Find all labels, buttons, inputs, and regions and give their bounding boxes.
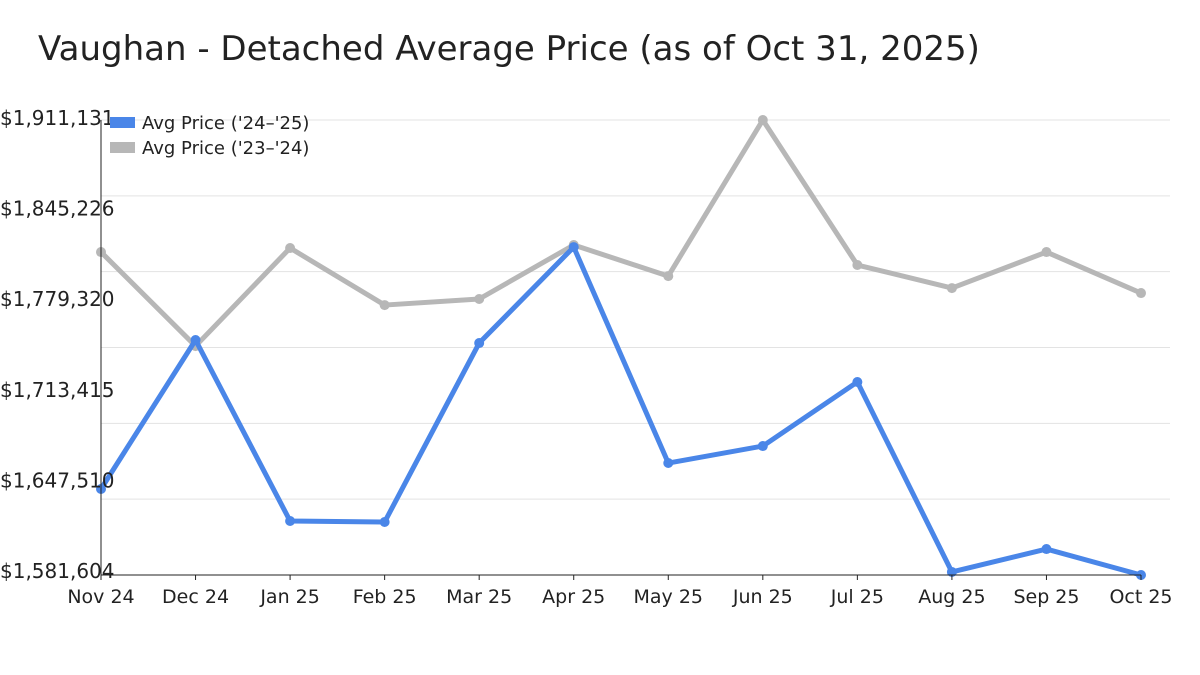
x-tick-labels: Nov 24 Dec 24 Jan 25 Feb 25 Mar 25 Apr 25 May … — [67, 575, 1173, 608]
series-0 — [96, 242, 1146, 580]
x-tick-label: Aug 25 — [918, 586, 985, 608]
data-point — [190, 334, 201, 345]
x-tick-label: May 25 — [634, 586, 704, 608]
y-tick-labels: $1,911,131 $1,845,226 $1,779,320 $1,713,415… — [0, 106, 115, 583]
data-point — [285, 516, 296, 527]
data-point — [1041, 544, 1052, 555]
gridlines — [101, 119, 1170, 500]
data-point — [474, 338, 485, 349]
series-group — [96, 115, 1146, 580]
data-point — [379, 300, 390, 311]
data-point — [285, 243, 296, 254]
x-tick-label: Mar 25 — [446, 586, 512, 608]
data-point — [663, 271, 674, 282]
y-tick-label: $1,647,510 — [0, 468, 115, 492]
data-point — [757, 441, 768, 452]
data-point — [663, 458, 674, 469]
data-point — [852, 376, 863, 387]
y-tick-label: $1,581,604 — [0, 559, 115, 583]
x-tick-label: Jan 25 — [259, 586, 320, 608]
data-point — [946, 283, 957, 294]
x-tick-label: Jun 25 — [732, 586, 793, 608]
x-tick-label: Dec 24 — [162, 586, 229, 608]
y-tick-label: $1,779,320 — [0, 287, 115, 311]
data-point — [568, 242, 579, 253]
legend-swatch — [110, 142, 135, 153]
series-line — [98, 244, 1142, 578]
series-line — [99, 117, 1142, 349]
chart-title: Vaughan - Detached Average Price (as of … — [38, 29, 980, 69]
legend-label: Avg Price ('24–'25) — [142, 113, 309, 134]
legend-swatch — [110, 117, 135, 128]
x-tick-label: Jul 25 — [830, 586, 884, 608]
data-point — [474, 293, 485, 304]
x-tick-label: Nov 24 — [67, 586, 134, 608]
x-tick-label: Sep 25 — [1013, 586, 1079, 608]
legend-label: Avg Price ('23–'24) — [142, 138, 309, 159]
legend: Avg Price ('24–'25) Avg Price ('23–'24) — [110, 113, 309, 159]
data-point — [1041, 247, 1052, 258]
y-tick-label: $1,845,226 — [0, 197, 115, 221]
x-tick-label: Apr 25 — [542, 586, 605, 608]
data-point — [1136, 288, 1146, 299]
data-point — [379, 516, 390, 527]
series-1 — [96, 115, 1146, 352]
data-point — [757, 115, 768, 125]
data-point — [852, 260, 863, 271]
data-point — [946, 566, 957, 577]
x-tick-label: Feb 25 — [353, 586, 417, 608]
y-tick-label: $1,911,131 — [0, 106, 115, 130]
x-tick-label: Oct 25 — [1109, 586, 1172, 608]
y-tick-label: $1,713,415 — [0, 378, 115, 402]
